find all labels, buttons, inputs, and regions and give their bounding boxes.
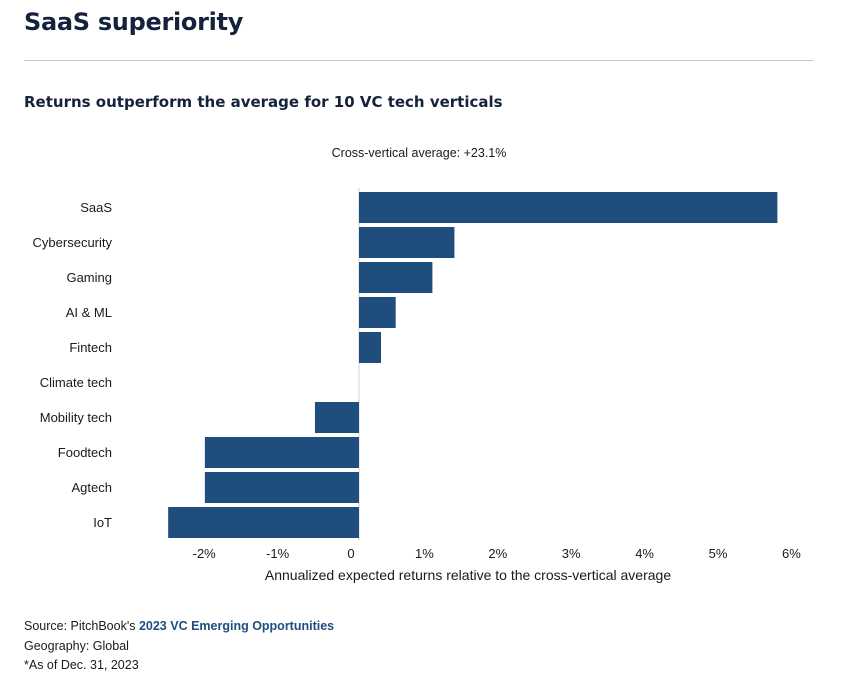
source-note: Source: PitchBook's 2023 VC Emerging Opp… [24, 619, 334, 633]
category-label: Fintech [69, 340, 112, 355]
bar-iot [168, 507, 359, 538]
category-label: IoT [93, 515, 112, 530]
category-label: Cybersecurity [33, 235, 113, 250]
source-prefix: Source: PitchBook's [24, 619, 139, 633]
bar-mobility-tech [314, 402, 359, 433]
category-label: Climate tech [40, 375, 112, 390]
x-tick-label: 5% [709, 546, 728, 561]
x-tick-label: 0 [347, 546, 354, 561]
bar-fintech [359, 332, 382, 363]
category-label: Agtech [72, 480, 112, 495]
bar-chart: Cross-vertical average: +23.1% SaaS Cybers… [33, 146, 802, 583]
x-tick-label: 4% [635, 546, 654, 561]
x-axis-label: Annualized expected returns relative to … [265, 567, 671, 583]
bar-foodtech [204, 437, 359, 468]
category-label: SaaS [80, 200, 112, 215]
x-tick-label: 1% [415, 546, 434, 561]
as-of-note: *As of Dec. 31, 2023 [24, 658, 139, 672]
average-annotation: Cross-vertical average: +23.1% [332, 146, 507, 160]
title-divider [24, 60, 814, 61]
chart-subtitle: Returns outperform the average for 10 VC… [24, 93, 503, 111]
category-label: AI & ML [66, 305, 112, 320]
x-tick-label: -2% [193, 546, 217, 561]
x-tick-label: 2% [488, 546, 507, 561]
category-label: Gaming [66, 270, 112, 285]
bar-ai-ml [359, 297, 396, 328]
category-label: Foodtech [58, 445, 112, 460]
bar-agtech [204, 472, 359, 503]
source-report-link[interactable]: 2023 VC Emerging Opportunities [138, 619, 335, 633]
category-label: Mobility tech [40, 410, 112, 425]
x-tick-label: 6% [782, 546, 801, 561]
bar-saas [359, 192, 778, 223]
bar-gaming [359, 262, 433, 293]
x-tick-label: -1% [266, 546, 290, 561]
x-tick-label: 3% [562, 546, 581, 561]
bar-cybersecurity [359, 227, 455, 258]
chart-title: SaaS superiority [24, 8, 244, 36]
geography-note: Geography: Global [24, 639, 129, 653]
